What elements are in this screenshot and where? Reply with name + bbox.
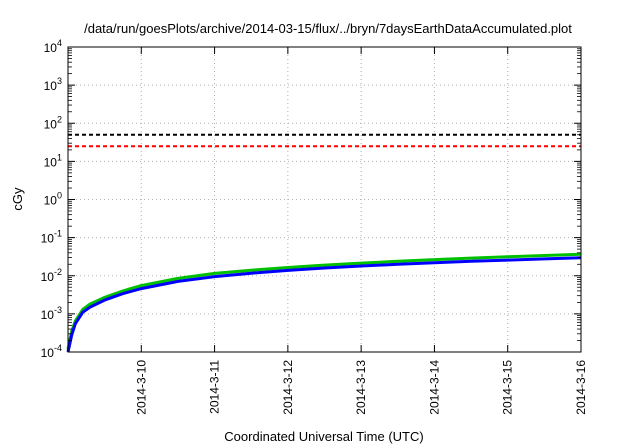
y-tick-label: 10-1 (41, 229, 62, 246)
y-tick-exponent: 2 (57, 114, 62, 124)
y-tick-exponent: -4 (54, 343, 62, 353)
x-tick-labels: 2014-3-10 2014-3-11 2014-3-12 2014-3-13 2014… (134, 360, 588, 415)
x-tick-label: 2014-3-12 (281, 360, 295, 415)
chart-title: /data/run/goesPlots/archive/2014-03-15/f… (84, 21, 572, 36)
y-tick-exponent: -3 (54, 305, 62, 315)
y-tick-exponent: 4 (57, 38, 62, 48)
y-tick-exponent: 0 (57, 191, 62, 201)
y-tick-label: 100 (44, 191, 62, 208)
y-tick-label: 10-2 (41, 267, 62, 284)
y-tick-base: 10 (44, 117, 58, 131)
y-tick-label: 101 (44, 152, 62, 169)
y-tick-label: 10-3 (41, 305, 62, 322)
y-tick-exponent: -2 (54, 267, 62, 277)
y-tick-label: 104 (44, 38, 62, 55)
y-tick-base: 10 (41, 346, 55, 360)
series-line (66, 252, 582, 350)
y-tick-base: 10 (41, 308, 55, 322)
y-tick-exponent: -1 (54, 229, 62, 239)
y-tick-base: 10 (41, 270, 55, 284)
y-tick-exponent: 1 (57, 152, 62, 162)
y-tick-base: 10 (44, 41, 58, 55)
y-tick-base: 10 (44, 155, 58, 169)
threshold-lines (68, 133, 581, 148)
y-tick-base: 10 (41, 232, 55, 246)
series-line (66, 256, 582, 353)
x-tick-label: 2014-3-13 (354, 360, 368, 415)
ticks (68, 46, 582, 353)
x-tick-label: 2014-3-14 (427, 360, 441, 415)
y-axis-label: cGy (10, 187, 25, 211)
x-axis-label: Coordinated Universal Time (UTC) (224, 429, 423, 444)
y-tick-exponent: 3 (57, 76, 62, 86)
x-tick-label: 2014-3-15 (501, 360, 515, 415)
x-tick-label: 2014-3-10 (134, 360, 148, 415)
y-tick-label: 10-4 (41, 343, 62, 360)
y-tick-label: 102 (44, 114, 62, 131)
x-tick-label: 2014-3-16 (574, 360, 588, 415)
grid (68, 47, 581, 352)
x-tick-label: 2014-3-11 (208, 360, 222, 414)
y-tick-base: 10 (44, 79, 58, 93)
y-tick-label: 103 (44, 76, 62, 93)
y-tick-base: 10 (44, 194, 58, 208)
series-lines (66, 252, 582, 353)
